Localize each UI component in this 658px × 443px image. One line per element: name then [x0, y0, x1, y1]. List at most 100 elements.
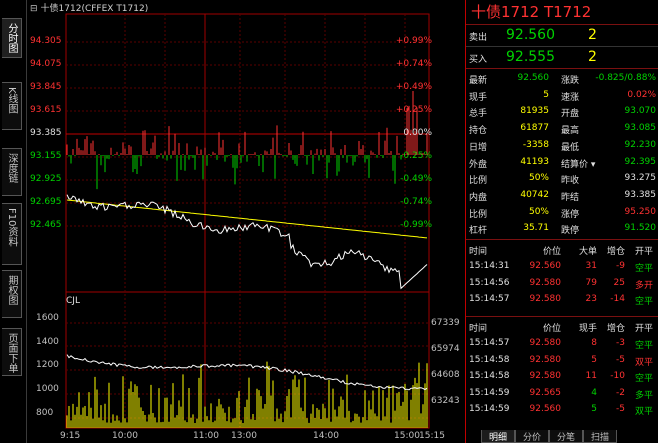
- tab-label: 页面下单: [6, 333, 17, 373]
- trade-row[interactable]: 15:14:59 92.565 4 -2 多平: [466, 386, 658, 401]
- tab-price[interactable]: 分价: [515, 430, 549, 443]
- volume-label: 1200: [36, 360, 59, 371]
- trade-cell: 15:14:58: [469, 354, 510, 365]
- stat-label: 总手: [469, 109, 488, 120]
- trade-cell: 15:14:31: [469, 261, 510, 271]
- stat-value: -0.825/0.88%: [595, 73, 656, 83]
- trade-cell: 92.580: [529, 277, 562, 288]
- tab-scan[interactable]: 扫描: [583, 430, 617, 443]
- trade-cell: 92.580: [529, 338, 562, 348]
- trade-cell: 15:14:59: [469, 387, 510, 398]
- tab-label: K线图: [6, 87, 17, 114]
- price-label: 92.465: [30, 220, 62, 230]
- stat-value: 92.560: [517, 73, 550, 83]
- trade-row[interactable]: 15:14:58 92.580 5 -5 双平: [466, 353, 658, 368]
- stat-label: 持仓: [469, 126, 488, 137]
- stat-label: 比例: [469, 209, 488, 220]
- panel-title: 十债1712 T1712: [471, 3, 592, 21]
- trade-cell: 11: [585, 371, 597, 381]
- stat-label: 昨收: [561, 176, 580, 187]
- trades-header: 时间 价位 大单 增仓 开平: [466, 242, 658, 257]
- trade-cell: -14: [610, 294, 625, 304]
- trade-cell: 92.580: [529, 371, 562, 381]
- stat-row: 内盘 40742 昨结 93.385: [466, 188, 658, 203]
- trade-cell: -9: [616, 261, 625, 271]
- volume-label: 1600: [36, 313, 59, 323]
- stat-row: 最新 92.560 涨跌 -0.825/0.88%: [466, 71, 658, 86]
- trade-row[interactable]: 15:14:31 92.560 31 -9 空平: [466, 259, 658, 274]
- trade-cell: 8: [591, 338, 597, 348]
- tab-kline[interactable]: K线图: [2, 82, 22, 130]
- menu-icon[interactable]: ⊟: [30, 4, 38, 14]
- stat-label: 最新: [469, 76, 488, 86]
- price-label: 92.695: [30, 197, 62, 207]
- percent-label: 0.00%: [403, 128, 432, 138]
- trade-cell: 15:14:56: [469, 277, 510, 288]
- stat-value: 50%: [528, 173, 549, 184]
- price-label: 93.615: [30, 105, 62, 115]
- stat-value: 61877: [520, 123, 549, 134]
- tab-label: 分时图: [6, 23, 17, 53]
- column-header: 价位: [542, 324, 561, 334]
- trade-row[interactable]: 15:14:56 92.580 79 25 多开: [466, 276, 658, 291]
- stat-value: 92.395: [624, 156, 657, 167]
- tab-detail[interactable]: 明细: [481, 430, 515, 443]
- tab-options[interactable]: 期权图: [2, 270, 22, 318]
- oi-label: 63243: [431, 396, 460, 406]
- stat-label[interactable]: 结算价 ▾: [561, 159, 596, 170]
- column-header: 增仓: [606, 324, 625, 334]
- trade-cell: 5: [591, 404, 597, 414]
- stat-label: 外盘: [469, 159, 488, 170]
- time-label: 11:00: [193, 431, 219, 441]
- bid-qty: 2: [588, 49, 597, 65]
- tab-tick[interactable]: 分笔: [549, 430, 583, 443]
- stat-row: 持仓 61877 最高 93.085: [466, 121, 658, 137]
- trade-cell: 5: [591, 354, 597, 365]
- left-tab-strip: 分时图 K线图深度链 F10资料期权图页面下单: [0, 0, 27, 443]
- trade-cell: 15:14:57: [469, 294, 510, 304]
- stat-label: 最低: [561, 142, 580, 153]
- percent-label: +0.74%: [395, 59, 432, 69]
- price-label: 92.925: [30, 174, 62, 184]
- stat-label: 内盘: [469, 192, 488, 203]
- stat-label: 昨结: [561, 192, 580, 203]
- time-label: 15:15: [419, 431, 445, 441]
- trade-row[interactable]: 15:14:57 92.580 8 -3 空平: [466, 336, 658, 351]
- oi-label: 64608: [431, 370, 460, 380]
- stat-value: -3358: [522, 139, 549, 150]
- volume-label: 800: [36, 407, 54, 418]
- price-label: 93.845: [30, 82, 62, 92]
- percent-label: -0.25%: [400, 151, 432, 161]
- stat-label: 涨停: [561, 209, 580, 220]
- trade-row[interactable]: 15:14:59 92.560 5 -5 双平: [466, 402, 658, 417]
- trade-cell: -3: [616, 338, 625, 348]
- trade-cell: 92.580: [529, 294, 562, 304]
- trade-cell: 92.565: [529, 387, 562, 398]
- stat-row: 日增 -3358 最低 92.230: [466, 138, 658, 153]
- tab-depth[interactable]: 深度链: [2, 148, 22, 196]
- intraday-chart[interactable]: [0, 0, 465, 443]
- volume-bars: [66, 361, 428, 428]
- tab-timeshare[interactable]: 分时图: [2, 18, 22, 58]
- percent-label: -0.99%: [400, 220, 432, 230]
- stat-value: 5: [543, 89, 549, 100]
- trade-cell: -5: [616, 404, 625, 414]
- trade-cell: 空平: [634, 374, 653, 384]
- tab-f10[interactable]: F10资料: [2, 203, 22, 265]
- trade-cell: -2: [616, 387, 625, 398]
- trade-row[interactable]: 15:14:57 92.580 23 -14 空平: [466, 292, 658, 307]
- stat-value: 93.275: [624, 173, 657, 184]
- bid-price: 92.555: [506, 49, 555, 65]
- price-label: 93.155: [30, 151, 62, 161]
- trade-cell: 多开: [634, 280, 653, 291]
- trade-cell: -10: [610, 371, 625, 381]
- indicator-label: CJL: [66, 296, 80, 306]
- ask-qty: 2: [588, 27, 597, 43]
- chart-grid: [65, 13, 430, 429]
- trade-row[interactable]: 15:14:58 92.580 11 -10 空平: [466, 369, 658, 384]
- chart-title: ⊟ 十债1712(CFFEX T1712): [30, 1, 148, 14]
- tab-order[interactable]: 页面下单: [2, 328, 22, 376]
- trade-cell: 双平: [634, 357, 653, 368]
- quote-panel: 十债1712 T1712 卖出 92.560 2 买入 92.555 2 最新 9…: [465, 0, 658, 443]
- stat-value: 41193: [520, 156, 549, 167]
